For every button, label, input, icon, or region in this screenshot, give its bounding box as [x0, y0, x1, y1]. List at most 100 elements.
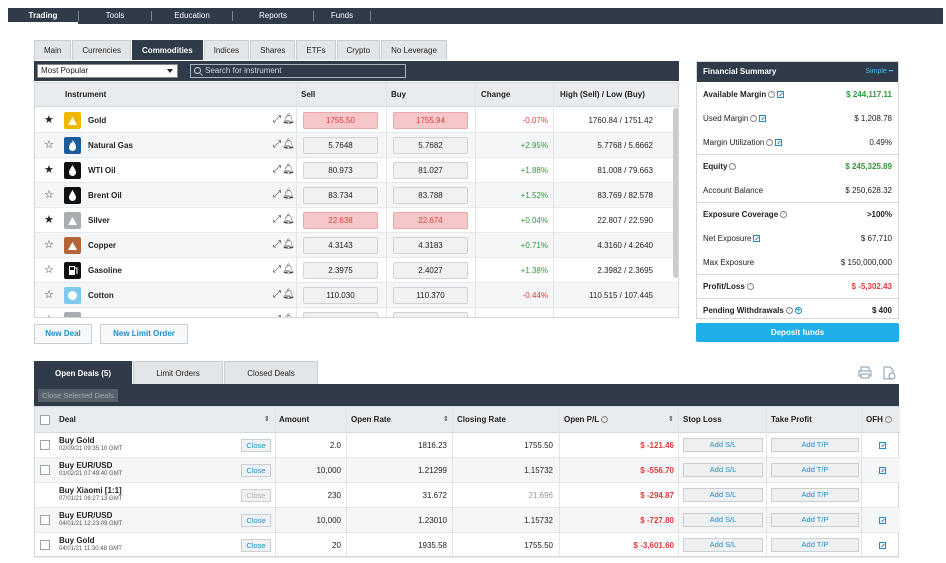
- buy-price-button[interactable]: 81.027: [393, 162, 468, 179]
- instrument-name[interactable]: Gold: [88, 116, 107, 125]
- external-link-icon[interactable]: [879, 442, 886, 449]
- external-link-icon[interactable]: [879, 517, 886, 524]
- nav-trading[interactable]: Trading: [8, 8, 78, 24]
- instrument-row[interactable]: ☆ Gasoline ⤢🔔︎ 2.3975 2.4027 +1.38% 2.3982 / 2…: [35, 258, 678, 283]
- instrument-name[interactable]: Natural Gas: [88, 141, 133, 150]
- external-link-icon[interactable]: [879, 467, 886, 474]
- add-take-profit-button[interactable]: Add T/P: [771, 463, 859, 477]
- instrument-row[interactable]: ☆ Brent Oil ⤢🔔︎ 83.734 83.788 +1.52% 83.769 / …: [35, 183, 678, 208]
- add-take-profit-button[interactable]: Add T/P: [771, 513, 859, 527]
- external-link-icon[interactable]: [777, 91, 785, 99]
- tab-open-deals[interactable]: Open Deals (5): [34, 361, 132, 384]
- tab-crypto[interactable]: Crypto: [336, 40, 381, 60]
- bell-icon[interactable]: 🔔︎: [282, 314, 296, 317]
- instrument-name[interactable]: WTI Oil: [88, 166, 116, 175]
- external-link-icon[interactable]: [879, 542, 886, 549]
- chart-icon[interactable]: ⤢: [273, 139, 282, 150]
- new-deal-button[interactable]: New Deal: [34, 324, 92, 344]
- deal-row[interactable]: Buy Gold 04/01/21 11:30:48 GMT Close 20 1935…: [35, 533, 900, 558]
- buy-price-button[interactable]: 110.370: [393, 287, 468, 304]
- export-icon[interactable]: [882, 366, 896, 383]
- chart-icon[interactable]: ⤢: [273, 189, 282, 200]
- add-stop-loss-button[interactable]: Add S/L: [683, 438, 763, 452]
- search-input[interactable]: Search for instrument: [190, 64, 406, 78]
- add-take-profit-button[interactable]: Add T/P: [771, 488, 859, 502]
- instrument-row[interactable]: ☆ Cotton ⤢🔔︎ 110.030 110.370 -0.44% 110.515 / …: [35, 283, 678, 308]
- deal-row[interactable]: Buy Xiaomi [1:1] 07/01/21 06:27:13 GMT Clo…: [35, 483, 900, 508]
- close-selected-deals-button[interactable]: Close Selected Deals: [38, 389, 118, 402]
- instrument-name[interactable]: Gasoline: [88, 266, 122, 275]
- add-stop-loss-button[interactable]: Add S/L: [683, 513, 763, 527]
- bell-icon[interactable]: 🔔︎: [282, 189, 296, 200]
- star-outline-icon[interactable]: ☆: [44, 239, 54, 251]
- star-outline-icon[interactable]: ☆: [44, 264, 54, 276]
- tab-etfs[interactable]: ETFs: [296, 40, 336, 60]
- help-icon[interactable]: ?: [884, 416, 892, 424]
- star-outline-icon[interactable]: ☆: [44, 139, 54, 151]
- nav-funds[interactable]: Funds: [330, 11, 354, 20]
- chart-icon[interactable]: ⤢: [273, 114, 282, 125]
- chart-icon[interactable]: ⤢: [273, 164, 282, 175]
- help-icon[interactable]: ?: [729, 163, 737, 171]
- chart-icon[interactable]: ⤢: [273, 289, 282, 300]
- new-limit-order-button[interactable]: New Limit Order: [100, 324, 188, 344]
- sell-price-button[interactable]: 2124.48: [303, 312, 378, 317]
- buy-price-button[interactable]: 22.674: [393, 212, 468, 229]
- help-icon[interactable]: ?: [768, 91, 776, 99]
- sell-price-button[interactable]: 2.3975: [303, 262, 378, 279]
- instrument-name[interactable]: Palladium: [88, 308, 126, 317]
- instrument-name[interactable]: Copper: [88, 241, 116, 250]
- instrument-name[interactable]: Silver: [88, 216, 110, 225]
- chart-icon[interactable]: ⤢: [273, 314, 282, 317]
- chart-icon[interactable]: ⤢: [273, 264, 282, 275]
- external-link-icon[interactable]: [753, 235, 761, 243]
- help-icon[interactable]: ?: [746, 283, 754, 291]
- buy-price-button[interactable]: 83.788: [393, 187, 468, 204]
- sort-icon[interactable]: ⇕: [264, 416, 270, 423]
- add-stop-loss-button[interactable]: Add S/L: [683, 463, 763, 477]
- nav-tools[interactable]: Tools: [105, 11, 125, 20]
- add-stop-loss-button[interactable]: Add S/L: [683, 538, 763, 552]
- tab-shares[interactable]: Shares: [250, 40, 296, 60]
- buy-price-button[interactable]: 5.7682: [393, 137, 468, 154]
- buy-price-button[interactable]: 2.4027: [393, 262, 468, 279]
- help-icon[interactable]: ?: [766, 139, 774, 147]
- bell-icon[interactable]: 🔔︎: [282, 214, 296, 225]
- deal-row[interactable]: Buy EUR/USD 01/02/21 07:49:40 GMT Close 10,…: [35, 458, 900, 483]
- add-stop-loss-button[interactable]: Add S/L: [683, 488, 763, 502]
- deal-row[interactable]: Buy EUR/USD 04/01/21 12:23:09 GMT Close 10,…: [35, 508, 900, 533]
- sell-price-button[interactable]: 5.7648: [303, 137, 378, 154]
- sort-icon[interactable]: ⇕: [668, 416, 674, 423]
- close-deal-button[interactable]: Close: [241, 514, 271, 527]
- bell-icon[interactable]: 🔔︎: [282, 139, 296, 150]
- tab-no-leverage[interactable]: No Leverage: [381, 40, 447, 60]
- star-outline-icon[interactable]: ☆: [44, 189, 54, 201]
- instruments-scrollbar[interactable]: [673, 108, 678, 278]
- tab-main[interactable]: Main: [34, 40, 72, 60]
- instrument-row[interactable]: ☆ Copper ⤢🔔︎ 4.3143 4.3183 +0.71% 4.3160 / 4.2…: [35, 233, 678, 258]
- buy-price-button[interactable]: 4.3183: [393, 237, 468, 254]
- instrument-row[interactable]: ☆ Palladium ⤢🔔︎ 2124.48 2140.02 +2.92%2124.98…: [35, 308, 678, 317]
- instrument-row[interactable]: ★ WTI Oil ⤢🔔︎ 80.973 81.027 +1.88% 81.008 / 79…: [35, 158, 678, 183]
- bell-icon[interactable]: 🔔︎: [282, 239, 296, 250]
- nav-education[interactable]: Education: [174, 11, 210, 20]
- star-outline-icon[interactable]: ☆: [44, 314, 54, 317]
- deposit-funds-button[interactable]: Deposit funds: [696, 323, 899, 342]
- buy-price-button[interactable]: 2140.02: [393, 312, 468, 317]
- close-deal-button[interactable]: Close: [241, 464, 271, 477]
- star-filled-icon[interactable]: ★: [44, 214, 54, 226]
- instrument-row[interactable]: ★ Silver ⤢🔔︎ 22.638 22.674 +0.04% 22.807 / 22.…: [35, 208, 678, 233]
- simple-mode-toggle[interactable]: Simple ━: [865, 68, 893, 75]
- sell-price-button[interactable]: 110.030: [303, 287, 378, 304]
- deal-row[interactable]: Buy Gold 02/09/21 09:35:10 GMT Close 2.0 181…: [35, 433, 900, 458]
- tab-closed-deals[interactable]: Closed Deals: [224, 361, 318, 384]
- external-link-icon[interactable]: [775, 139, 783, 147]
- star-outline-icon[interactable]: ☆: [44, 289, 54, 301]
- buy-price-button[interactable]: 1755.94: [393, 112, 468, 129]
- list-filter-select[interactable]: Most Popular: [37, 64, 178, 78]
- help-icon[interactable]: ?: [750, 115, 758, 123]
- help-icon[interactable]: ?: [601, 416, 609, 424]
- tab-indices[interactable]: Indices: [203, 40, 250, 60]
- sell-price-button[interactable]: 22.638: [303, 212, 378, 229]
- sell-price-button[interactable]: 4.3143: [303, 237, 378, 254]
